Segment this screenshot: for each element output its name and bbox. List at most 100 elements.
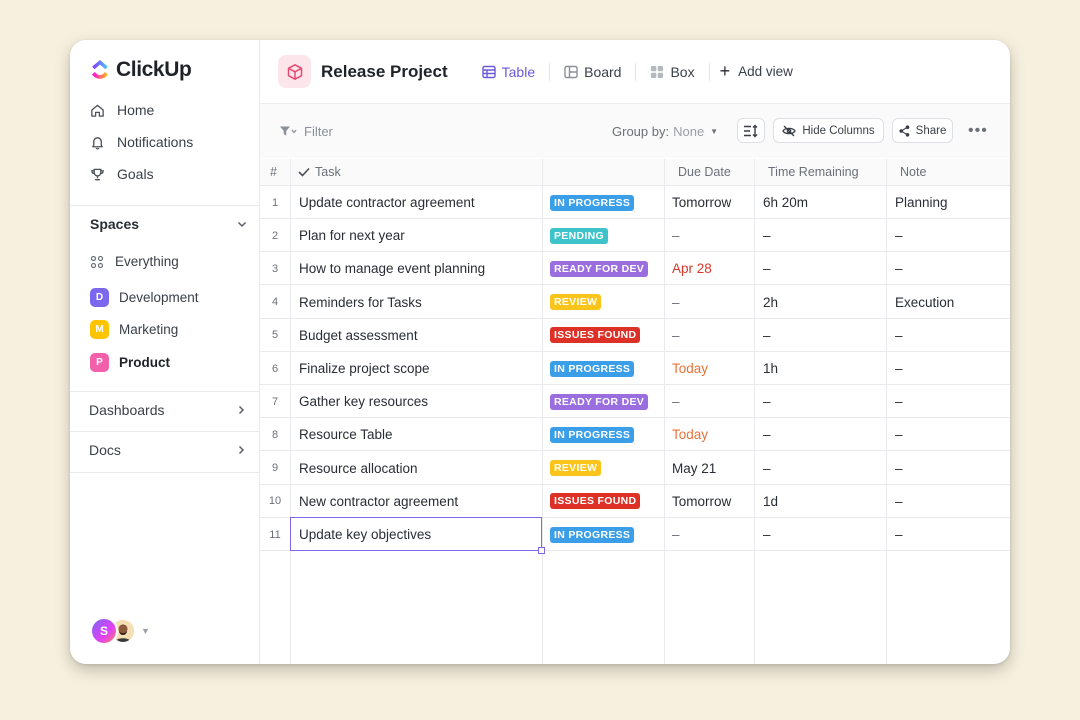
status-badge[interactable]: IN PROGRESS bbox=[550, 360, 635, 377]
note-cell[interactable]: – bbox=[895, 327, 903, 343]
time-remaining-cell[interactable]: 1h bbox=[763, 361, 779, 376]
avatar[interactable]: S bbox=[90, 617, 118, 645]
sort-button[interactable] bbox=[737, 118, 765, 143]
note-cell[interactable]: – bbox=[895, 527, 903, 542]
caret-down-icon[interactable]: ▼ bbox=[141, 626, 150, 636]
col-header-due-date[interactable]: Due Date bbox=[678, 165, 731, 179]
time-remaining-cell[interactable]: 2h bbox=[763, 294, 779, 310]
time-remaining-cell[interactable]: – bbox=[763, 527, 771, 542]
due-date-cell[interactable]: – bbox=[672, 394, 680, 410]
nav-docs[interactable]: Docs bbox=[89, 442, 247, 458]
status-badge[interactable]: ISSUES FOUND bbox=[550, 327, 641, 344]
time-remaining-cell[interactable]: – bbox=[763, 427, 771, 443]
spaces-header[interactable]: Spaces bbox=[90, 216, 248, 232]
status-badge[interactable]: PENDING bbox=[550, 227, 608, 244]
task-name-cell[interactable]: New contractor agreement bbox=[299, 493, 459, 509]
note-cell[interactable]: – bbox=[895, 261, 903, 277]
nav-goals[interactable]: Goals bbox=[89, 166, 154, 182]
due-date-cell[interactable]: Tomorrow bbox=[672, 195, 732, 210]
table-row[interactable]: 10 New contractor agreement ISSUES FOUND To… bbox=[260, 485, 1010, 518]
due-date-cell[interactable]: Tomorrow bbox=[672, 493, 732, 509]
due-date-cell[interactable]: Today bbox=[672, 427, 709, 443]
filter-button[interactable]: Filter bbox=[279, 124, 333, 139]
user-menu[interactable]: S ▼ bbox=[90, 617, 150, 645]
space-product[interactable]: P Product bbox=[90, 353, 170, 372]
task-name-cell[interactable]: Plan for next year bbox=[299, 228, 405, 244]
due-date-cell[interactable]: – bbox=[672, 294, 680, 310]
table-row[interactable]: 7 Gather key resources READY FOR DEV – – – bbox=[260, 385, 1010, 419]
logo[interactable]: ClickUp bbox=[89, 58, 192, 82]
cube-icon bbox=[278, 55, 311, 88]
status-badge[interactable]: READY FOR DEV bbox=[550, 260, 649, 277]
status-badge[interactable]: ISSUES FOUND bbox=[550, 493, 641, 510]
space-development[interactable]: D Development bbox=[90, 288, 199, 307]
due-date-cell[interactable]: – bbox=[672, 327, 680, 343]
task-name-cell[interactable]: How to manage event planning bbox=[299, 261, 486, 277]
table-row[interactable]: 11 Update key objectives IN PROGRESS – – – bbox=[260, 518, 1010, 551]
tab-table[interactable]: Table bbox=[468, 64, 549, 80]
status-badge[interactable]: READY FOR DEV bbox=[550, 393, 649, 410]
status-badge[interactable]: IN PROGRESS bbox=[550, 526, 635, 543]
add-view-button[interactable]: + Add view bbox=[710, 61, 793, 82]
time-remaining-cell[interactable]: – bbox=[763, 261, 771, 277]
fill-handle[interactable] bbox=[538, 547, 545, 554]
table-row[interactable]: 9 Resource allocation REVIEW May 21 – – bbox=[260, 452, 1010, 485]
time-remaining-cell[interactable]: – bbox=[763, 327, 771, 343]
more-options-icon[interactable]: ••• bbox=[968, 122, 988, 139]
time-remaining-cell[interactable]: 6h 20m bbox=[763, 195, 809, 210]
task-name-cell[interactable]: Resource allocation bbox=[299, 460, 418, 476]
due-date-cell[interactable]: Today bbox=[672, 361, 709, 376]
chevron-down-icon[interactable] bbox=[236, 218, 248, 230]
space-marketing[interactable]: M Marketing bbox=[90, 320, 178, 339]
note-cell[interactable]: Execution bbox=[895, 294, 955, 310]
due-date-cell[interactable]: Apr 28 bbox=[672, 261, 712, 277]
task-name-cell[interactable]: Update contractor agreement bbox=[299, 195, 475, 210]
tab-box[interactable]: Box bbox=[636, 64, 708, 80]
task-name-cell[interactable]: Resource Table bbox=[299, 427, 393, 443]
hide-columns-button[interactable]: Hide Columns bbox=[773, 118, 884, 143]
table-row[interactable]: 2 Plan for next year PENDING – – – bbox=[260, 219, 1010, 253]
task-name-cell[interactable]: Budget assessment bbox=[299, 327, 418, 343]
task-name-cell[interactable]: Update key objectives bbox=[299, 527, 432, 542]
table-row[interactable]: 4 Reminders for Tasks REVIEW – 2h Execution bbox=[260, 286, 1010, 319]
group-by-label: Group by: bbox=[612, 123, 670, 139]
nav-home[interactable]: Home bbox=[89, 102, 154, 118]
note-cell[interactable]: – bbox=[895, 228, 903, 244]
table-row[interactable]: 1 Update contractor agreement IN PROGRESS T… bbox=[260, 186, 1010, 219]
note-cell[interactable]: – bbox=[895, 394, 903, 410]
task-name-cell[interactable]: Finalize project scope bbox=[299, 361, 430, 376]
note-cell[interactable]: – bbox=[895, 493, 903, 509]
due-date-cell[interactable]: – bbox=[672, 527, 680, 542]
table-row[interactable]: 6 Finalize project scope IN PROGRESS Today 1… bbox=[260, 352, 1010, 385]
time-remaining-cell[interactable]: 1d bbox=[763, 493, 779, 509]
time-remaining-cell[interactable]: – bbox=[763, 460, 771, 476]
table-row[interactable]: 5 Budget assessment ISSUES FOUND – – – bbox=[260, 319, 1010, 352]
nav-notifications[interactable]: Notifications bbox=[89, 134, 193, 150]
note-cell[interactable]: – bbox=[895, 460, 903, 476]
col-header-time-remaining[interactable]: Time Remaining bbox=[768, 165, 859, 179]
note-cell[interactable]: – bbox=[895, 361, 903, 376]
status-badge[interactable]: IN PROGRESS bbox=[550, 426, 635, 443]
col-header-task[interactable]: Task bbox=[298, 165, 341, 179]
note-cell[interactable]: – bbox=[895, 427, 903, 443]
task-name-cell[interactable]: Gather key resources bbox=[299, 394, 429, 410]
group-by-dropdown[interactable]: Group by: None ▼ bbox=[612, 124, 718, 139]
space-everything[interactable]: Everything bbox=[90, 254, 179, 269]
tab-board[interactable]: Board bbox=[550, 64, 635, 80]
col-header-note[interactable]: Note bbox=[900, 165, 927, 179]
nav-dashboards[interactable]: Dashboards bbox=[89, 402, 247, 418]
status-badge[interactable]: REVIEW bbox=[550, 294, 602, 311]
due-date-cell[interactable]: May 21 bbox=[672, 460, 717, 476]
time-remaining-cell[interactable]: – bbox=[763, 394, 771, 410]
status-badge[interactable]: REVIEW bbox=[550, 460, 602, 477]
status-badge[interactable]: IN PROGRESS bbox=[550, 194, 635, 211]
time-remaining-cell[interactable]: – bbox=[763, 228, 771, 244]
share-button[interactable]: Share bbox=[892, 118, 953, 143]
table-row[interactable]: 8 Resource Table IN PROGRESS Today – – bbox=[260, 418, 1010, 452]
sort-icon bbox=[744, 124, 758, 137]
note-cell[interactable]: Planning bbox=[895, 195, 948, 210]
tab-box-label: Box bbox=[670, 63, 695, 80]
task-name-cell[interactable]: Reminders for Tasks bbox=[299, 294, 422, 310]
due-date-cell[interactable]: – bbox=[672, 228, 680, 244]
table-row[interactable]: 3 How to manage event planning READY FOR D… bbox=[260, 252, 1010, 286]
